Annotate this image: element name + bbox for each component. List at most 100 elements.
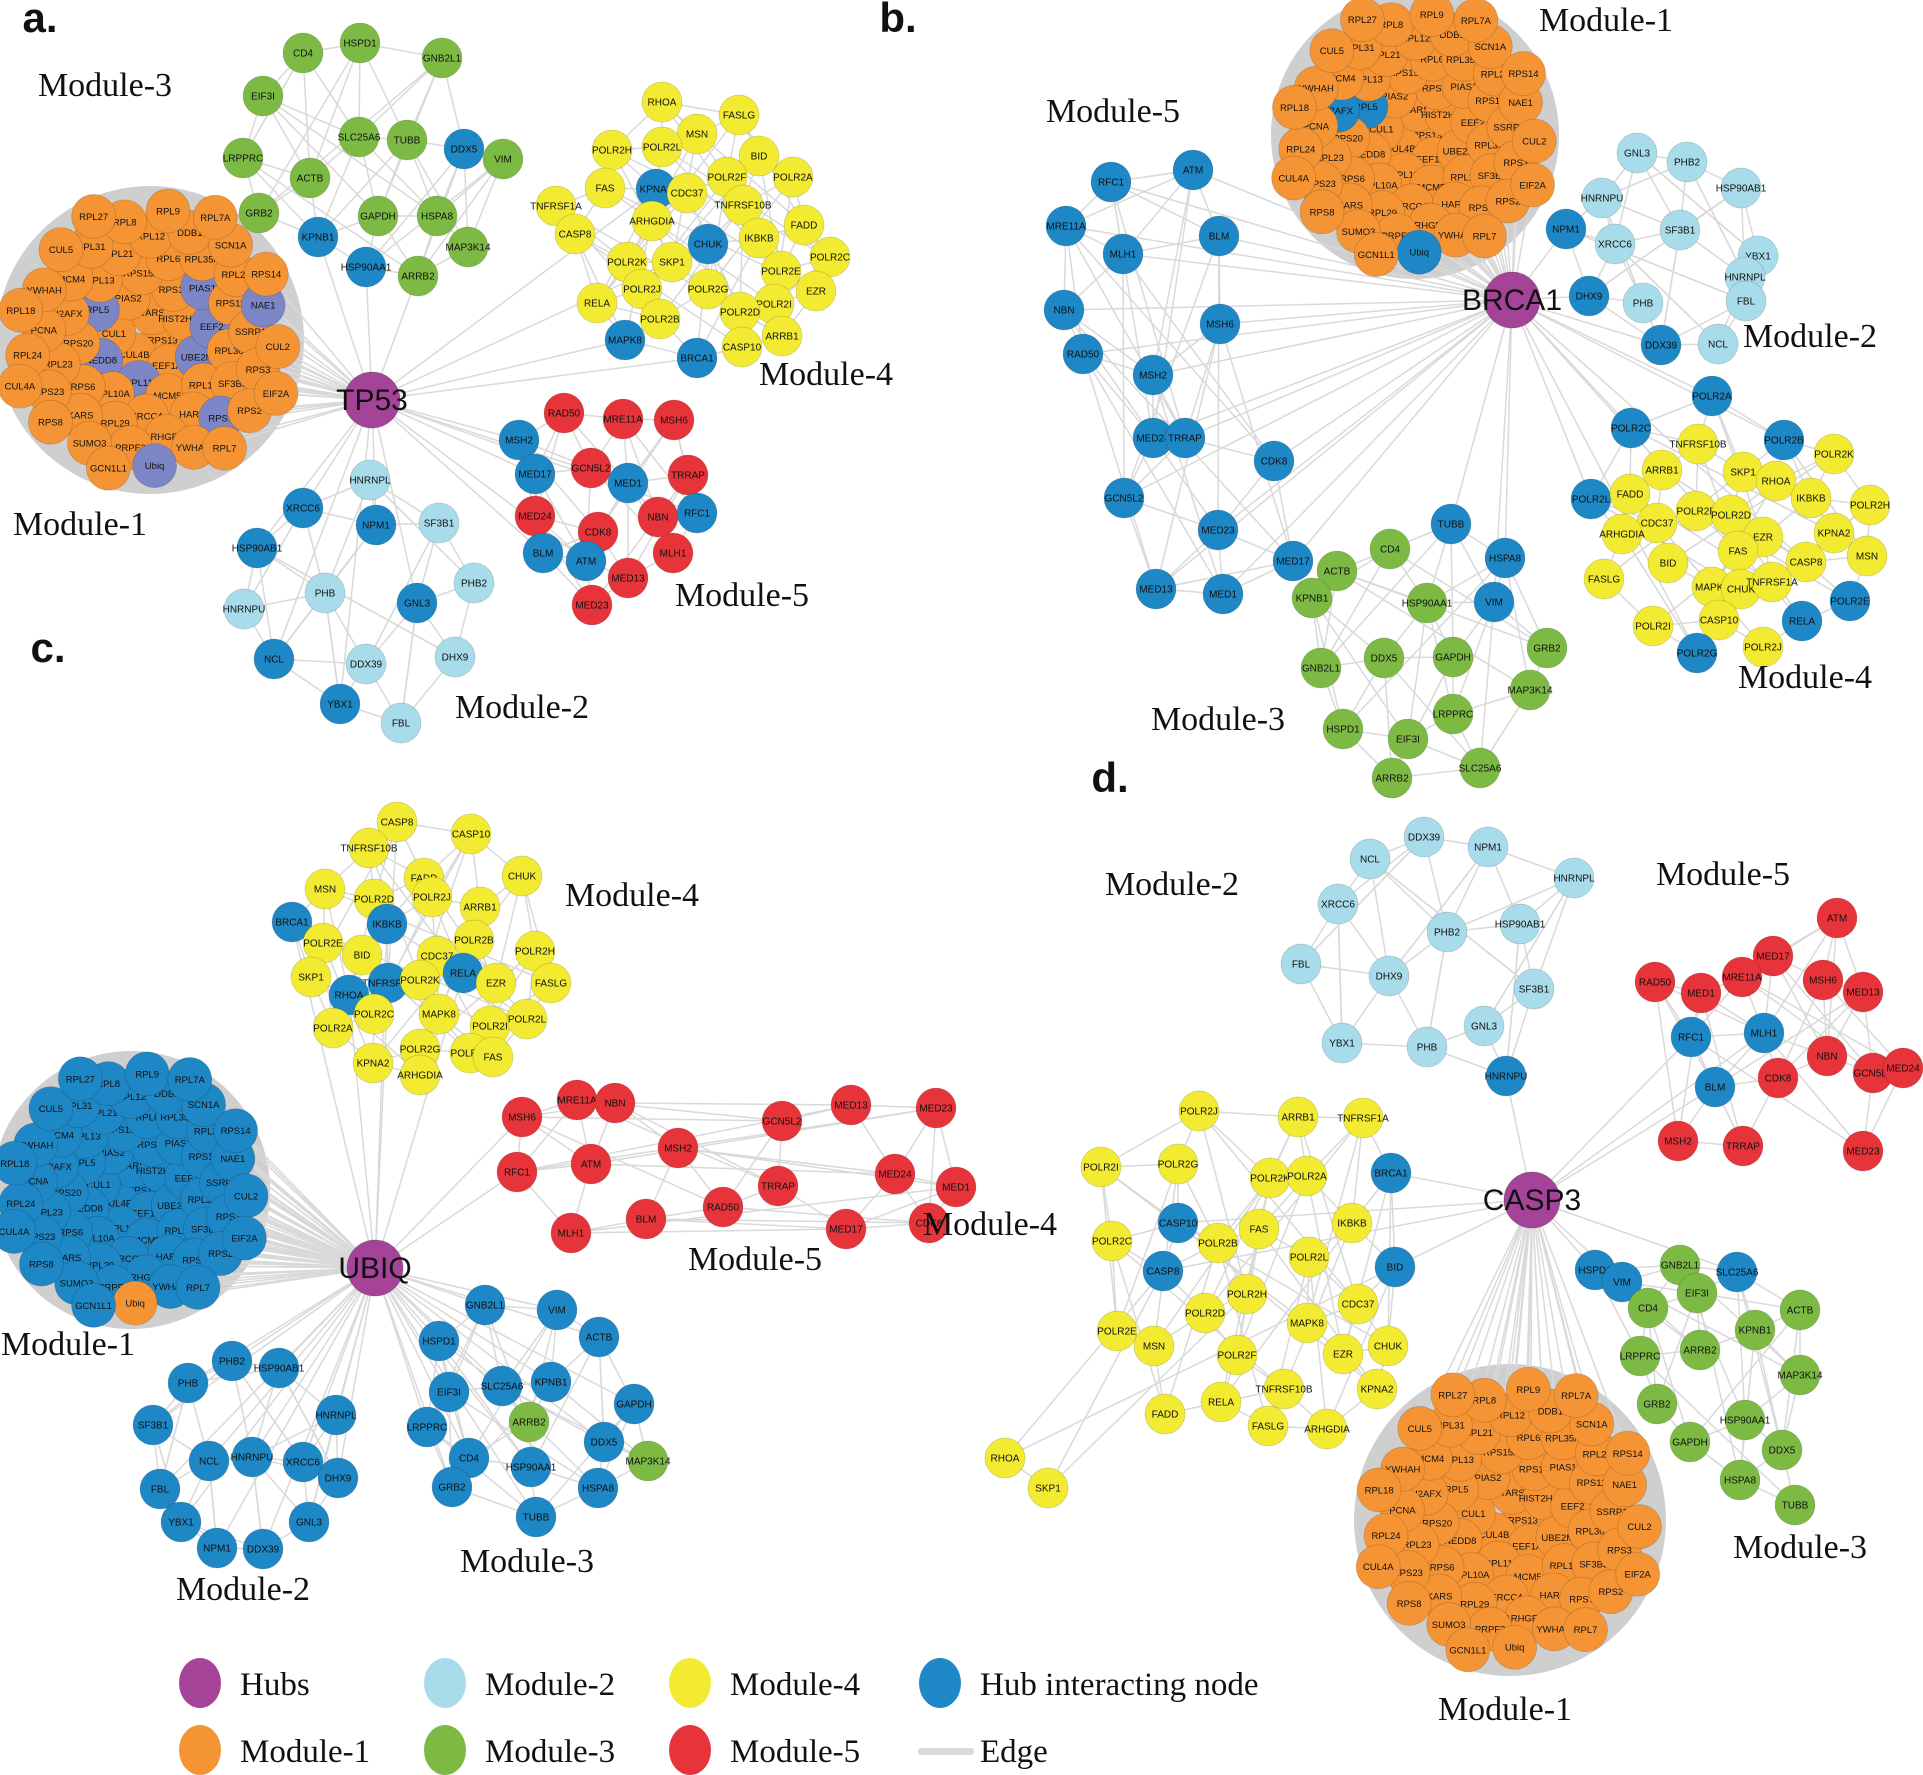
node-a-HNRNPL[interactable]: HNRNPL [349,459,391,501]
gene-node-circle[interactable] [304,572,346,614]
hub-node-circle[interactable] [346,1239,404,1297]
node-b-POLR2F[interactable]: POLR2F [1675,490,1717,532]
node-c-PHB[interactable]: PHB [167,1362,209,1404]
gene-node-circle[interactable] [1774,1484,1816,1526]
gene-node-circle[interactable] [1583,558,1625,600]
gene-node-circle[interactable] [1299,189,1345,235]
hub-CASP3[interactable]: CASP3 [1483,1171,1581,1229]
node-a-ARRB1[interactable]: ARRB1 [761,315,803,357]
node-a-RPL27[interactable]: RPL27 [71,194,116,239]
node-a-CD4[interactable]: CD4 [282,32,324,74]
node-a-CUL4A[interactable]: CUL4A [0,363,43,409]
gene-node-circle[interactable] [396,582,438,624]
gene-node-circle[interactable] [28,399,73,445]
node-c-MSN[interactable]: MSN [304,868,346,910]
gene-node-circle[interactable] [399,959,441,1001]
node-c-GRB2[interactable]: GRB2 [431,1466,473,1508]
gene-node-circle[interactable] [1353,232,1399,277]
gene-node-circle[interactable] [1080,1146,1122,1188]
node-c-GCN5L2[interactable]: GCN5L2 [761,1100,803,1142]
gene-node-circle[interactable] [192,194,238,240]
node-c-POLR2K[interactable]: POLR2K [399,959,441,1001]
gene-node-circle[interactable] [1829,580,1871,622]
gene-node-circle[interactable] [1374,1246,1416,1288]
gene-node-circle[interactable] [1601,1261,1643,1303]
gene-node-circle[interactable] [1027,1467,1069,1509]
gene-node-circle[interactable] [908,1202,950,1244]
gene-node-circle[interactable] [1676,632,1718,674]
gene-node-circle[interactable] [1698,599,1740,641]
gene-node-circle[interactable] [498,419,540,461]
gene-node-circle[interactable] [676,492,718,534]
gene-node-circle[interactable] [1356,1467,1402,1513]
gene-node-circle[interactable] [1679,1329,1721,1371]
gene-node-circle[interactable] [757,1165,799,1207]
gene-node-circle[interactable] [637,496,679,538]
node-d-CDC37[interactable]: CDC37 [1337,1283,1379,1325]
node-b-ARRB2[interactable]: ARRB2 [1371,757,1413,799]
hub-node-circle[interactable] [343,371,401,429]
gene-node-circle[interactable] [345,643,387,685]
gene-node-circle[interactable] [1363,637,1405,679]
gene-node-circle[interactable] [874,1153,916,1195]
gene-node-circle[interactable] [421,37,463,79]
node-a-POLR2A[interactable]: POLR2A [772,156,814,198]
gene-node-circle[interactable] [1846,535,1888,577]
gene-node-circle[interactable] [1317,883,1359,925]
node-a-GNB2L1[interactable]: GNB2L1 [421,37,463,79]
gene-node-circle[interactable] [631,200,673,242]
gene-node-circle[interactable] [1286,1155,1328,1197]
node-c-FASLG[interactable]: FASLG [530,962,572,1004]
gene-node-circle[interactable] [1463,1005,1505,1047]
node-b-GRB2[interactable]: GRB2 [1526,627,1568,669]
node-d-POLR2B[interactable]: POLR2B [1197,1222,1239,1264]
gene-node-circle[interactable] [1184,1292,1226,1334]
node-d-MAPK8[interactable]: MAPK8 [1286,1302,1328,1344]
gene-node-circle[interactable] [132,1404,174,1446]
node-d-POLR2E[interactable]: POLR2E [1096,1310,1138,1352]
node-d-IKBKB[interactable]: IKBKB [1331,1202,1373,1244]
gene-node-circle[interactable] [1568,275,1610,317]
gene-node-circle[interactable] [1581,177,1623,219]
node-b-CASP8[interactable]: CASP8 [1785,541,1827,583]
gene-node-circle[interactable] [481,1365,523,1407]
gene-node-circle[interactable] [132,443,177,488]
node-c-MED17[interactable]: MED17 [825,1208,867,1250]
node-a-EZR[interactable]: EZR [795,270,837,312]
gene-node-circle[interactable] [282,32,324,74]
node-a-SF3B1[interactable]: SF3B1 [418,502,460,544]
node-a-GRB2[interactable]: GRB2 [238,192,280,234]
node-d-SKP1[interactable]: SKP1 [1027,1467,1069,1509]
gene-node-circle[interactable] [1615,1551,1661,1597]
node-c-MAPK8[interactable]: MAPK8 [418,993,460,1035]
gene-node-circle[interactable] [1501,51,1546,96]
gene-node-circle[interactable] [1594,223,1636,265]
gene-node-circle[interactable] [550,1212,592,1254]
gene-node-circle[interactable] [1272,540,1314,582]
node-d-ARRB1[interactable]: ARRB1 [1277,1096,1319,1138]
gene-node-circle[interactable] [1634,961,1676,1003]
gene-node-circle[interactable] [1370,1152,1412,1194]
gene-node-circle[interactable] [71,1282,116,1328]
node-c-ARRB2[interactable]: ARRB2 [508,1401,550,1443]
node-b-TRRAP[interactable]: TRRAP [1164,417,1206,459]
node-a-MED13[interactable]: MED13 [607,557,649,599]
gene-node-circle[interactable] [718,94,760,136]
node-b-POLR2C[interactable]: POLR2C [1610,407,1652,449]
gene-node-circle[interactable] [1816,897,1858,939]
gene-node-circle[interactable] [761,315,803,357]
node-d-RPS8[interactable]: RPS8 [1386,1580,1432,1626]
node-a-RPL7A[interactable]: RPL7A [192,194,238,240]
hub-node-circle[interactable] [1503,1171,1561,1229]
node-a-POLR2L[interactable]: POLR2L [641,126,683,168]
gene-node-circle[interactable] [271,901,313,943]
gene-node-circle[interactable] [1342,1097,1384,1139]
node-a-POLR2B[interactable]: POLR2B [639,298,681,340]
node-b-RAD50[interactable]: RAD50 [1062,333,1104,375]
node-b-MRE11A[interactable]: MRE11A [1045,205,1087,247]
node-a-TRRAP[interactable]: TRRAP [667,454,709,496]
gene-node-circle[interactable] [282,1441,324,1483]
gene-node-circle[interactable] [1172,149,1214,191]
gene-node-circle[interactable] [366,903,408,945]
node-d-RELA[interactable]: RELA [1200,1381,1242,1423]
